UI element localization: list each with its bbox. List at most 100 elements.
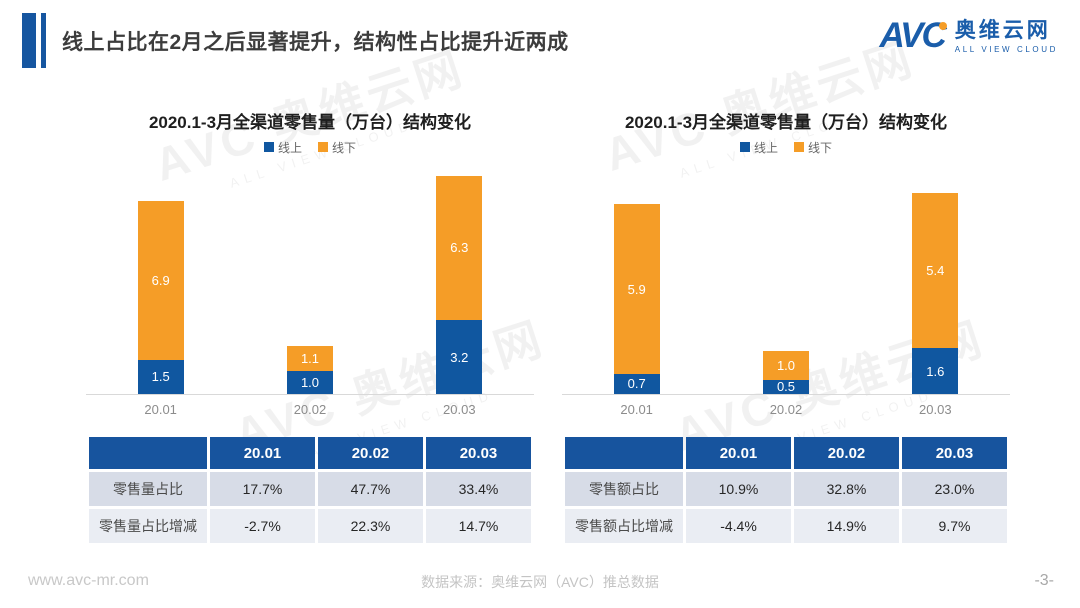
bar-segment-online: 1.5 <box>137 359 184 394</box>
data-table-volume: 20.01 20.02 20.03 零售量占比 17.7% 47.7% 33.4% 零售量占比… <box>86 434 534 546</box>
stacked-bar-20.03: 5.4 1.6 <box>912 192 959 394</box>
avc-logo-name: 奥维云网 <box>954 18 1051 42</box>
bar-value-label: 3.2 <box>450 349 469 365</box>
table-cell: 23.0% <box>902 472 1007 506</box>
table-cell: 47.7% <box>318 472 423 506</box>
legend-label: 线上 <box>277 140 302 155</box>
table-cell: 17.7% <box>210 472 315 506</box>
table-row: 零售量占比 17.7% 47.7% 33.4% <box>89 472 531 506</box>
footer-page-number: -3- <box>1034 572 1054 589</box>
bar-value-label: 0.5 <box>776 379 796 394</box>
stacked-bar-20.03: 6.3 3.2 <box>436 175 483 394</box>
bar-segment-offline: 5.4 <box>912 192 959 348</box>
table-header-cell: 20.02 <box>318 437 423 469</box>
chart-legend-volume: 线上 线下 <box>86 139 534 156</box>
stacked-bar-20.02: 1.1 1.0 <box>286 345 333 394</box>
table-header-cell: 20.01 <box>210 437 315 469</box>
chart-title-value: 2020.1-3月全渠道零售量（万台）结构变化 <box>624 113 948 132</box>
table-header-row: 20.01 20.02 20.03 <box>565 437 1007 469</box>
chart-panel-value: 2020.1-3月全渠道零售量（万台）结构变化 线上 线下 5.9 0.7 1.0 0.… <box>562 108 1010 546</box>
bar-value-label: 6.9 <box>151 272 170 288</box>
x-axis-label: 20.03 <box>443 402 476 417</box>
table-header-cell: 20.03 <box>902 437 1007 469</box>
chart-title-volume: 2020.1-3月全渠道零售量（万台）结构变化 <box>148 113 472 132</box>
x-axis-label: 20.03 <box>919 402 952 417</box>
table-row-label: 零售量占比增减 <box>89 509 207 543</box>
bar-segment-online: 0.5 <box>762 379 809 394</box>
bar-segment-offline: 1.0 <box>762 350 809 380</box>
legend-label: 线上 <box>753 140 778 155</box>
legend-item-online: 线上 <box>263 139 302 156</box>
bar-segment-offline: 1.1 <box>286 345 333 371</box>
chart-panel-volume: 2020.1-3月全渠道零售量（万台）结构变化 线上 线下 6.9 1.5 1.1 1.… <box>86 108 534 546</box>
legend-item-offline: 线下 <box>794 139 832 156</box>
accent-bar-thin <box>41 13 46 68</box>
table-row-label: 零售额占比增减 <box>565 509 683 543</box>
accent-bar-gap <box>36 13 41 68</box>
avc-logo-text: AVC <box>879 16 946 55</box>
table-cell: 10.9% <box>686 472 791 506</box>
stacked-bar-20.01: 5.9 0.7 <box>613 204 660 394</box>
footer-data-source: 数据来源：奥维云网（AVC）推总数据 <box>421 574 659 590</box>
bar-value-label: 5.4 <box>926 262 945 278</box>
chart-plot-value: 5.9 0.7 1.0 0.5 5.4 1.6 <box>562 164 1010 395</box>
bar-segment-online: 0.7 <box>613 373 660 394</box>
x-axis-label: 20.01 <box>620 402 653 417</box>
bar-value-label: 1.6 <box>926 363 945 379</box>
avc-logo-acronym: AVC <box>879 16 947 56</box>
table-cell: 14.7% <box>426 509 531 543</box>
legend-swatch-icon <box>318 142 328 152</box>
title-accent-bars <box>22 13 46 68</box>
avc-logo-wordmark: 奥维云网 ALL VIEW CLOUD <box>955 19 1058 54</box>
legend-swatch-icon <box>794 142 804 152</box>
bar-value-label: 1.0 <box>776 357 796 373</box>
data-table-value: 20.01 20.02 20.03 零售额占比 10.9% 32.8% 23.0% 零售额占比… <box>562 434 1010 546</box>
avc-logo-orange-dot-icon <box>938 22 947 30</box>
legend-label: 线下 <box>808 140 833 155</box>
footer-website: www.avc-mr.com <box>28 572 149 589</box>
table-cell: 33.4% <box>426 472 531 506</box>
table-header-cell <box>565 437 683 469</box>
legend-item-offline: 线下 <box>318 139 356 156</box>
bar-segment-offline: 6.9 <box>137 200 184 360</box>
table-header-row: 20.01 20.02 20.03 <box>89 437 531 469</box>
table-cell: 32.8% <box>794 472 899 506</box>
table-header-cell: 20.03 <box>426 437 531 469</box>
chart-legend-value: 线上 线下 <box>562 139 1010 156</box>
avc-logo-tagline: ALL VIEW CLOUD <box>954 44 1058 54</box>
bar-segment-online: 3.2 <box>436 320 483 394</box>
bar-segment-offline: 6.3 <box>436 175 483 321</box>
table-header-cell <box>89 437 207 469</box>
legend-label: 线下 <box>332 140 357 155</box>
bar-value-label: 1.1 <box>300 350 320 366</box>
bar-value-label: 0.7 <box>627 376 646 392</box>
table-cell: 9.7% <box>902 509 1007 543</box>
bar-value-label: 6.3 <box>450 240 469 256</box>
x-axis-label: 20.02 <box>769 402 803 417</box>
table-cell: -4.4% <box>686 509 791 543</box>
x-axis-label: 20.01 <box>144 402 177 417</box>
table-cell: 22.3% <box>318 509 423 543</box>
table-row-label: 零售额占比 <box>565 472 683 506</box>
bar-segment-online: 1.0 <box>286 371 333 394</box>
stacked-bar-20.01: 6.9 1.5 <box>137 200 184 394</box>
table-row: 零售额占比增减 -4.4% 14.9% 9.7% <box>565 509 1007 543</box>
x-axis-label: 20.02 <box>293 402 327 417</box>
bar-value-label: 5.9 <box>627 281 646 297</box>
chart-xaxis-value: 20.01 20.02 20.03 <box>562 402 1010 417</box>
stacked-bar-20.02: 1.0 0.5 <box>762 350 809 394</box>
avc-logo: AVC 奥维云网 ALL VIEW CLOUD <box>879 16 1058 56</box>
table-header-cell: 20.02 <box>794 437 899 469</box>
legend-swatch-icon <box>263 142 274 152</box>
legend-swatch-icon <box>739 142 750 152</box>
footer: www.avc-mr.com 数据来源：奥维云网（AVC）推总数据 -3- <box>0 572 1080 594</box>
bar-segment-online: 1.6 <box>912 348 959 394</box>
page-title: 线上占比在2月之后显著提升，结构性占比提升近两成 <box>62 30 569 54</box>
table-header-cell: 20.01 <box>686 437 791 469</box>
table-row: 零售额占比 10.9% 32.8% 23.0% <box>565 472 1007 506</box>
table-cell: 14.9% <box>794 509 899 543</box>
accent-bar-thick <box>22 13 36 68</box>
bar-value-label: 1.5 <box>151 369 170 385</box>
header: 线上占比在2月之后显著提升，结构性占比提升近两成 <box>22 13 569 68</box>
